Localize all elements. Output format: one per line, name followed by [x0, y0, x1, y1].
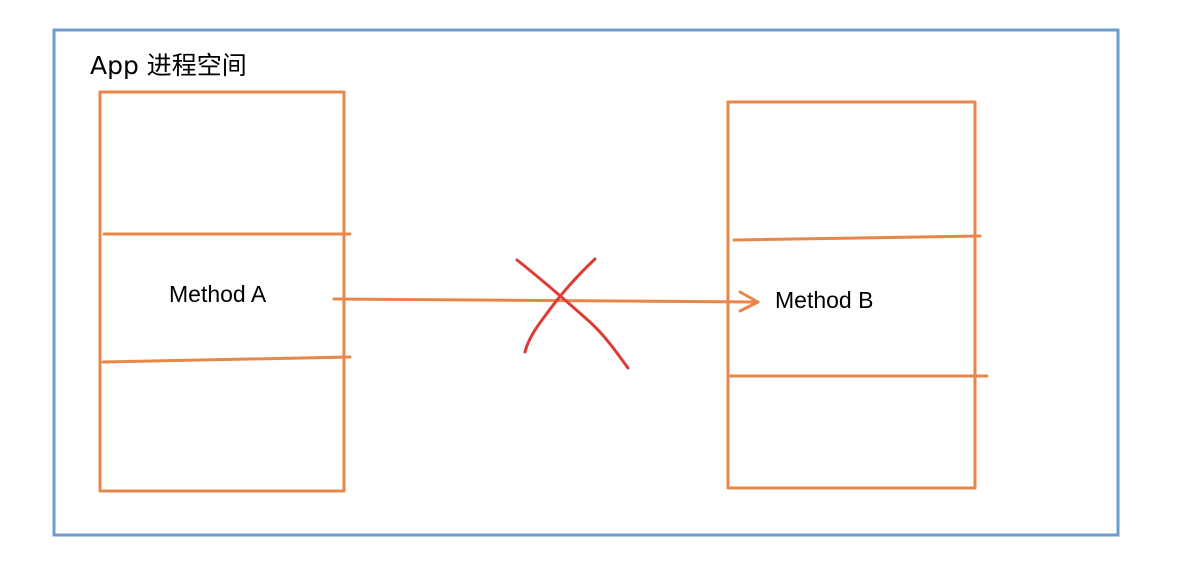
call-arrow [332, 290, 760, 313]
call-arrow-head [738, 290, 760, 313]
left-stack-divider-bottom [101, 355, 352, 364]
process-space-label: App 进程空间 [90, 51, 247, 80]
method-b-label: Method B [775, 287, 874, 313]
right-stack [726, 100, 989, 490]
right-stack-divider-top [732, 234, 982, 242]
cross-mark-stroke-1 [515, 258, 630, 370]
call-arrow-shaft [332, 297, 759, 304]
left-stack [98, 90, 352, 493]
cross-mark-stroke-2 [523, 257, 597, 354]
left-stack-outline [98, 90, 346, 493]
process-space-frame [52, 28, 1120, 537]
method-a-label: Method A [169, 281, 267, 307]
cross-mark [515, 257, 630, 370]
right-stack-outline [726, 100, 977, 490]
